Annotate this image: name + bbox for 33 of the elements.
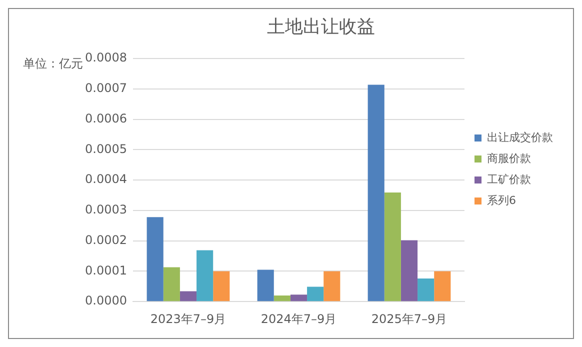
bar [400,240,418,302]
bar [196,250,214,302]
bar [324,271,340,302]
y-tick-label: 0.0007 [84,81,127,96]
legend-label: 出让成交价款 [487,130,553,144]
y-tick-label: 0.0001 [84,263,127,278]
x-tick-label: 2024年7–9月 [260,312,337,326]
y-tick-label: 0.0008 [84,50,127,65]
legend-label: 工矿价款 [487,172,531,186]
bar [274,296,290,302]
y-tick-label: 0.0002 [84,232,127,247]
bar [213,271,230,302]
y-axis-title: 单位：亿元 [23,56,83,71]
y-tick-label: 0.0004 [84,172,127,186]
bar [163,267,180,302]
y-tick-label: 0.0000 [84,294,127,308]
x-tick-label: 2025年7–9月 [371,312,448,326]
y-tick-label: 0.0003 [84,202,127,217]
bar [368,84,384,302]
bar [180,291,197,302]
y-tick-label: 0.0005 [84,142,127,156]
bar [257,270,274,302]
bar [307,286,324,302]
legend-label: 系列6 [487,194,516,207]
legend-label: 商服价款 [487,152,531,165]
bar [146,217,164,302]
x-tick-label: 2023年7–9月 [150,312,226,326]
y-tick-label: 0.0006 [84,111,127,126]
bar [290,294,308,302]
bar [434,271,451,302]
bar [384,192,401,302]
bar [418,278,434,302]
chart-title: 土地出让收益 [267,16,375,38]
